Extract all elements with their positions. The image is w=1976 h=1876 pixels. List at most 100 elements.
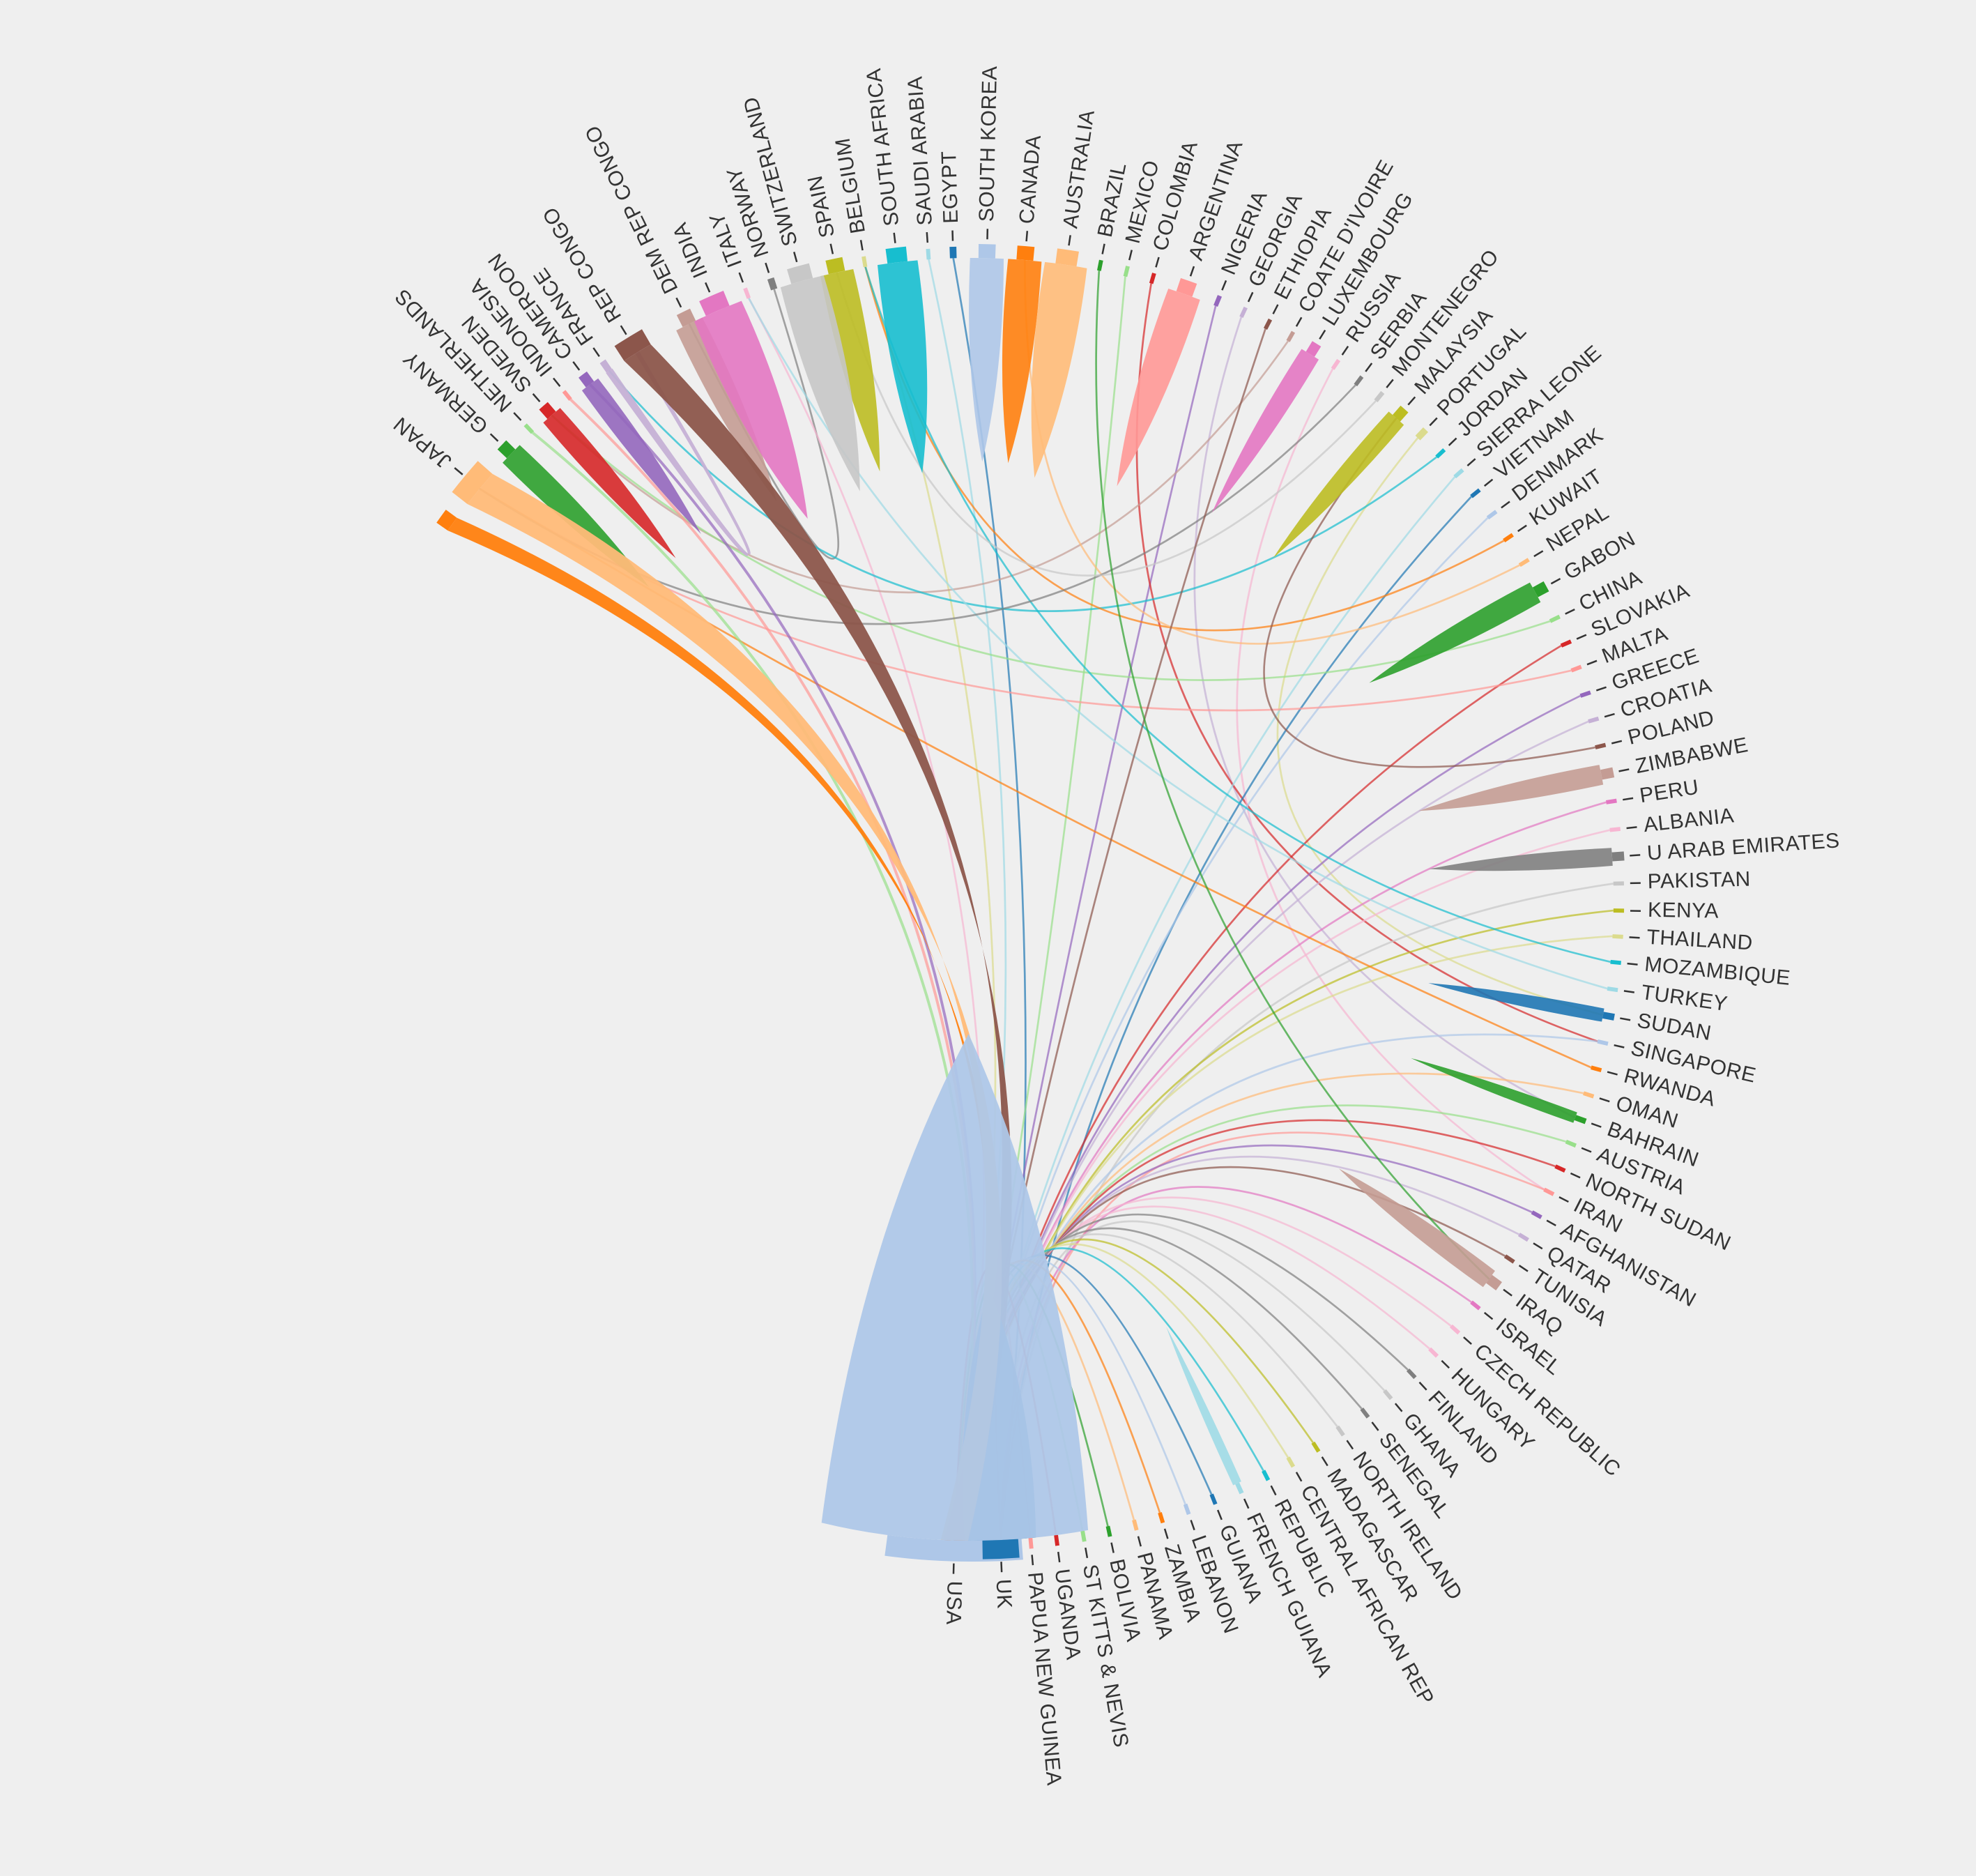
tick-austria xyxy=(1581,1147,1592,1153)
label-kenya: KENYA xyxy=(1648,899,1720,923)
tick-central-african-rep xyxy=(1295,1472,1303,1482)
node-arc-kuwait-50 xyxy=(1503,533,1514,542)
link-portugal-to-sudan xyxy=(1276,437,1604,1016)
tick-mexico xyxy=(1128,250,1133,261)
tick-saudi-arabia xyxy=(926,232,929,243)
node-arc-bolivia-5 xyxy=(1105,1525,1112,1537)
tick-tunisia xyxy=(1518,1265,1529,1272)
tick-netherlands xyxy=(513,412,522,421)
tick-gabon xyxy=(1550,577,1561,585)
node-arc-israel-20 xyxy=(1470,1300,1481,1311)
tick-australia xyxy=(1068,235,1071,246)
tick-sierra-leone xyxy=(1466,458,1476,467)
node-arc-turkey-33 xyxy=(1607,986,1618,993)
tick-italy xyxy=(738,272,744,283)
node-arc-gabon-48 xyxy=(1532,581,1549,597)
tick-sudan xyxy=(1620,1017,1631,1021)
node-arc-italy-79 xyxy=(743,287,751,299)
tick-senegal xyxy=(1371,1421,1379,1431)
node-arc-pakistan-37 xyxy=(1613,881,1624,886)
node-arc-u-arab-emirates-38 xyxy=(1611,851,1625,862)
link-zimbabwe-to-zimbabwe xyxy=(1418,765,1604,811)
node-arc-panama-6 xyxy=(1132,1519,1139,1531)
tick-argentina xyxy=(1189,266,1195,277)
node-arc-ethiopia-62 xyxy=(1263,318,1273,330)
node-arc-japan-89 xyxy=(452,461,493,504)
link-iraq-to-iraq xyxy=(1339,1168,1495,1288)
node-arc-egypt-72 xyxy=(949,246,957,259)
node-arc-malaysia-56 xyxy=(1392,405,1409,422)
node-arc-croatia-43 xyxy=(1588,716,1600,724)
links-layer xyxy=(447,258,1614,1541)
node-arc-canada-70 xyxy=(1016,245,1035,261)
label-pakistan: PAKISTAN xyxy=(1647,868,1751,894)
tick-georgia xyxy=(1247,291,1254,303)
link-south-korea-to-south-korea xyxy=(969,258,1004,462)
tick-indonesia xyxy=(553,377,561,387)
tick-malta xyxy=(1586,659,1598,666)
node-arc-cameroon-84 xyxy=(579,371,595,388)
tick-south-africa xyxy=(893,232,896,243)
link-south-africa-to-south-africa xyxy=(878,260,928,473)
tick-portugal xyxy=(1429,417,1438,427)
link-malaysia-to-malaysia xyxy=(1273,411,1404,558)
node-arc-lebanon-8 xyxy=(1183,1503,1191,1516)
node-arc-zimbabwe-41 xyxy=(1600,767,1615,780)
tick-peru xyxy=(1623,797,1634,801)
node-arc-indonesia-85 xyxy=(562,390,572,401)
tick-republic xyxy=(1270,1485,1277,1496)
tick-iran xyxy=(1558,1196,1569,1203)
tick-rwanda xyxy=(1607,1071,1618,1076)
tick-guiana xyxy=(1216,1509,1223,1520)
tick-czech-republic xyxy=(1463,1336,1472,1345)
tick-lebanon xyxy=(1190,1520,1195,1531)
tick-denmark xyxy=(1501,501,1510,509)
tick-oman xyxy=(1599,1097,1610,1103)
link-dem-rep-congo-to-dem-rep-congo xyxy=(676,317,777,502)
node-arc-finland-17 xyxy=(1406,1368,1417,1380)
tick-vietnam xyxy=(1483,478,1494,487)
node-arc-mexico-67 xyxy=(1123,266,1130,277)
tick-slovakia xyxy=(1576,634,1587,640)
node-arc-rep-congo-82 xyxy=(614,329,651,361)
label-usa: USA xyxy=(942,1580,966,1625)
link-french-guiana-to-french-guiana xyxy=(1166,1327,1241,1486)
tick-papua-new-guinea xyxy=(1031,1555,1034,1566)
tick-bahrain xyxy=(1591,1122,1602,1128)
node-arc-guiana-9 xyxy=(1209,1493,1218,1505)
tick-mozambique xyxy=(1627,962,1638,966)
nodes-layer xyxy=(436,244,1625,1562)
node-arc-luxembourg-60 xyxy=(1305,341,1322,357)
tick-rep-congo xyxy=(620,325,627,335)
node-arc-australia-69 xyxy=(1055,248,1079,267)
link-canada-to-canada xyxy=(1002,259,1042,464)
tick-sweden xyxy=(532,393,541,403)
label-south-korea: SOUTH KOREA xyxy=(975,66,1002,222)
tick-madagascar xyxy=(1321,1456,1328,1467)
link-sudan-to-sudan xyxy=(1428,983,1604,1022)
node-arc-central-african-rep-12 xyxy=(1286,1456,1296,1468)
node-arc-netherlands-87 xyxy=(523,423,535,434)
node-arc-argentina-65 xyxy=(1176,277,1197,297)
node-arc-mozambique-34 xyxy=(1610,959,1622,966)
node-arc-north-ireland-14 xyxy=(1335,1425,1345,1437)
tick-jordan xyxy=(1448,437,1457,446)
tick-french-guiana xyxy=(1243,1498,1250,1509)
tick-uganda xyxy=(1057,1551,1061,1563)
tick-croatia xyxy=(1604,712,1615,718)
link-gabon-to-gabon xyxy=(1369,582,1541,683)
node-arc-malta-45 xyxy=(1570,664,1582,673)
link-usa-to-usa xyxy=(821,1034,1089,1541)
node-arc-brazil-68 xyxy=(1097,259,1103,271)
link-bahrain-to-bahrain xyxy=(1411,1058,1577,1123)
tick-switzerland xyxy=(793,252,798,263)
node-arc-iraq-21 xyxy=(1486,1274,1502,1290)
tick-zambia xyxy=(1163,1528,1169,1539)
tick-qatar xyxy=(1533,1242,1543,1250)
node-arc-nigeria-64 xyxy=(1213,295,1223,307)
node-arc-singapore-31 xyxy=(1597,1039,1609,1046)
node-arc-nepal-49 xyxy=(1518,558,1530,567)
tick-afghanistan xyxy=(1546,1219,1556,1227)
node-arc-papua-new-guinea-2 xyxy=(1028,1537,1034,1549)
